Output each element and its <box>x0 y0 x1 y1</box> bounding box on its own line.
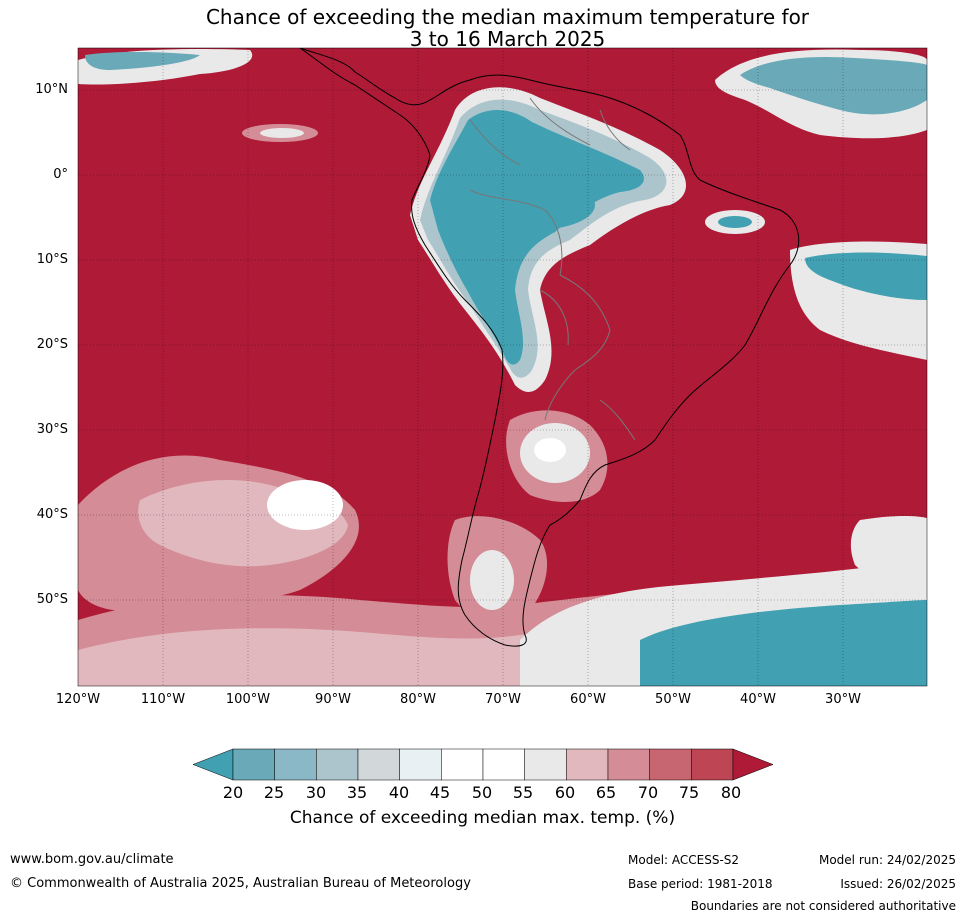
lon-label-30w: 30°W <box>825 692 861 707</box>
region-argentina-white <box>534 438 566 462</box>
colorbar-title: Chance of exceeding median max. temp. (%… <box>289 808 676 828</box>
colorbar-tick-70: 70 <box>637 783 659 802</box>
footer-issued: Issued: 26/02/2025 <box>840 877 956 891</box>
region-east-pacific-patch-core <box>260 128 304 138</box>
graticule <box>78 48 927 686</box>
probability-regions <box>78 48 927 686</box>
footer-base-period: Base period: 1981-2018 <box>628 877 773 891</box>
lon-label-90w: 90°W <box>315 692 351 707</box>
colorbar-segment <box>691 748 734 781</box>
colorbar-tick-40: 40 <box>388 783 410 802</box>
lon-label-60w: 60°W <box>570 692 606 707</box>
lon-label-120w: 120°W <box>55 692 101 707</box>
colorbar-segment <box>274 748 317 781</box>
region-east-brazil-patch-core <box>718 216 752 228</box>
region-amazon-band <box>475 180 595 230</box>
colorbar-tick-65: 65 <box>595 783 617 802</box>
colorbar-segment <box>607 748 650 781</box>
lat-label-0: 0° <box>53 167 68 182</box>
colorbar-segment <box>357 748 400 781</box>
colorbar-tick-45: 45 <box>429 783 451 802</box>
lat-label-30s: 30°S <box>36 422 68 437</box>
colorbar-tick-80: 80 <box>720 783 742 802</box>
region-andes-north-core <box>430 110 644 365</box>
colorbar-segment <box>524 748 567 781</box>
lon-label-100w: 100°W <box>225 692 271 707</box>
lon-label-50w: 50°W <box>655 692 691 707</box>
lat-label-20s: 20°S <box>36 337 68 352</box>
lon-label-70w: 70°W <box>485 692 521 707</box>
forecast-map <box>77 47 928 687</box>
region-southern-atlantic-east <box>850 515 927 590</box>
colorbar-segment <box>232 748 275 781</box>
colorbar-tick-30: 30 <box>305 783 327 802</box>
colorbar-tick-25: 25 <box>263 783 285 802</box>
region-caribbean-core <box>740 56 927 115</box>
footer-disclaimer: Boundaries are not considered authoritat… <box>690 899 956 913</box>
lon-label-110w: 110°W <box>140 692 186 707</box>
country-borders <box>469 97 636 441</box>
region-southern-atlantic-core <box>640 600 927 686</box>
region-patagonia-core <box>470 550 514 610</box>
footer-model: Model: ACCESS-S2 <box>628 853 740 867</box>
footer-website: www.bom.gov.au/climate <box>10 852 174 867</box>
footer-model-run: Model run: 24/02/2025 <box>818 853 956 867</box>
colorbar-segment <box>399 748 442 781</box>
colorbar-extend-low <box>192 748 234 781</box>
colorbar-tick-75: 75 <box>678 783 700 802</box>
lon-label-40w: 40°W <box>740 692 776 707</box>
colorbar-tick-50: 50 <box>471 783 493 802</box>
footer-copyright: © Commonwealth of Australia 2025, Austra… <box>10 876 471 891</box>
map-title-line1: Chance of exceeding the median maximum t… <box>205 5 810 29</box>
map-title-line2: 3 to 16 March 2025 <box>409 27 606 51</box>
region-pacific-north-west-core <box>85 51 200 70</box>
south-america-coastline <box>299 48 800 647</box>
lat-label-50s: 50°S <box>36 592 68 607</box>
lat-label-10s: 10°S <box>36 252 68 267</box>
lon-label-80w: 80°W <box>400 692 436 707</box>
lat-label-10n: 10°N <box>35 82 68 97</box>
colorbar-tick-60: 60 <box>554 783 576 802</box>
colorbar-segment <box>566 748 609 781</box>
colorbar-segment <box>316 748 359 781</box>
region-south-pacific-white <box>267 480 343 530</box>
region-atlantic-east-core <box>805 252 927 300</box>
colorbar-tick-20: 20 <box>222 783 244 802</box>
colorbar-tick-55: 55 <box>512 783 534 802</box>
colorbar-segment <box>441 748 484 781</box>
colorbar-segment <box>649 748 692 781</box>
colorbar-extend-high <box>732 748 774 781</box>
colorbar-segment <box>482 748 525 781</box>
lat-label-40s: 40°S <box>36 507 68 522</box>
colorbar-tick-35: 35 <box>346 783 368 802</box>
